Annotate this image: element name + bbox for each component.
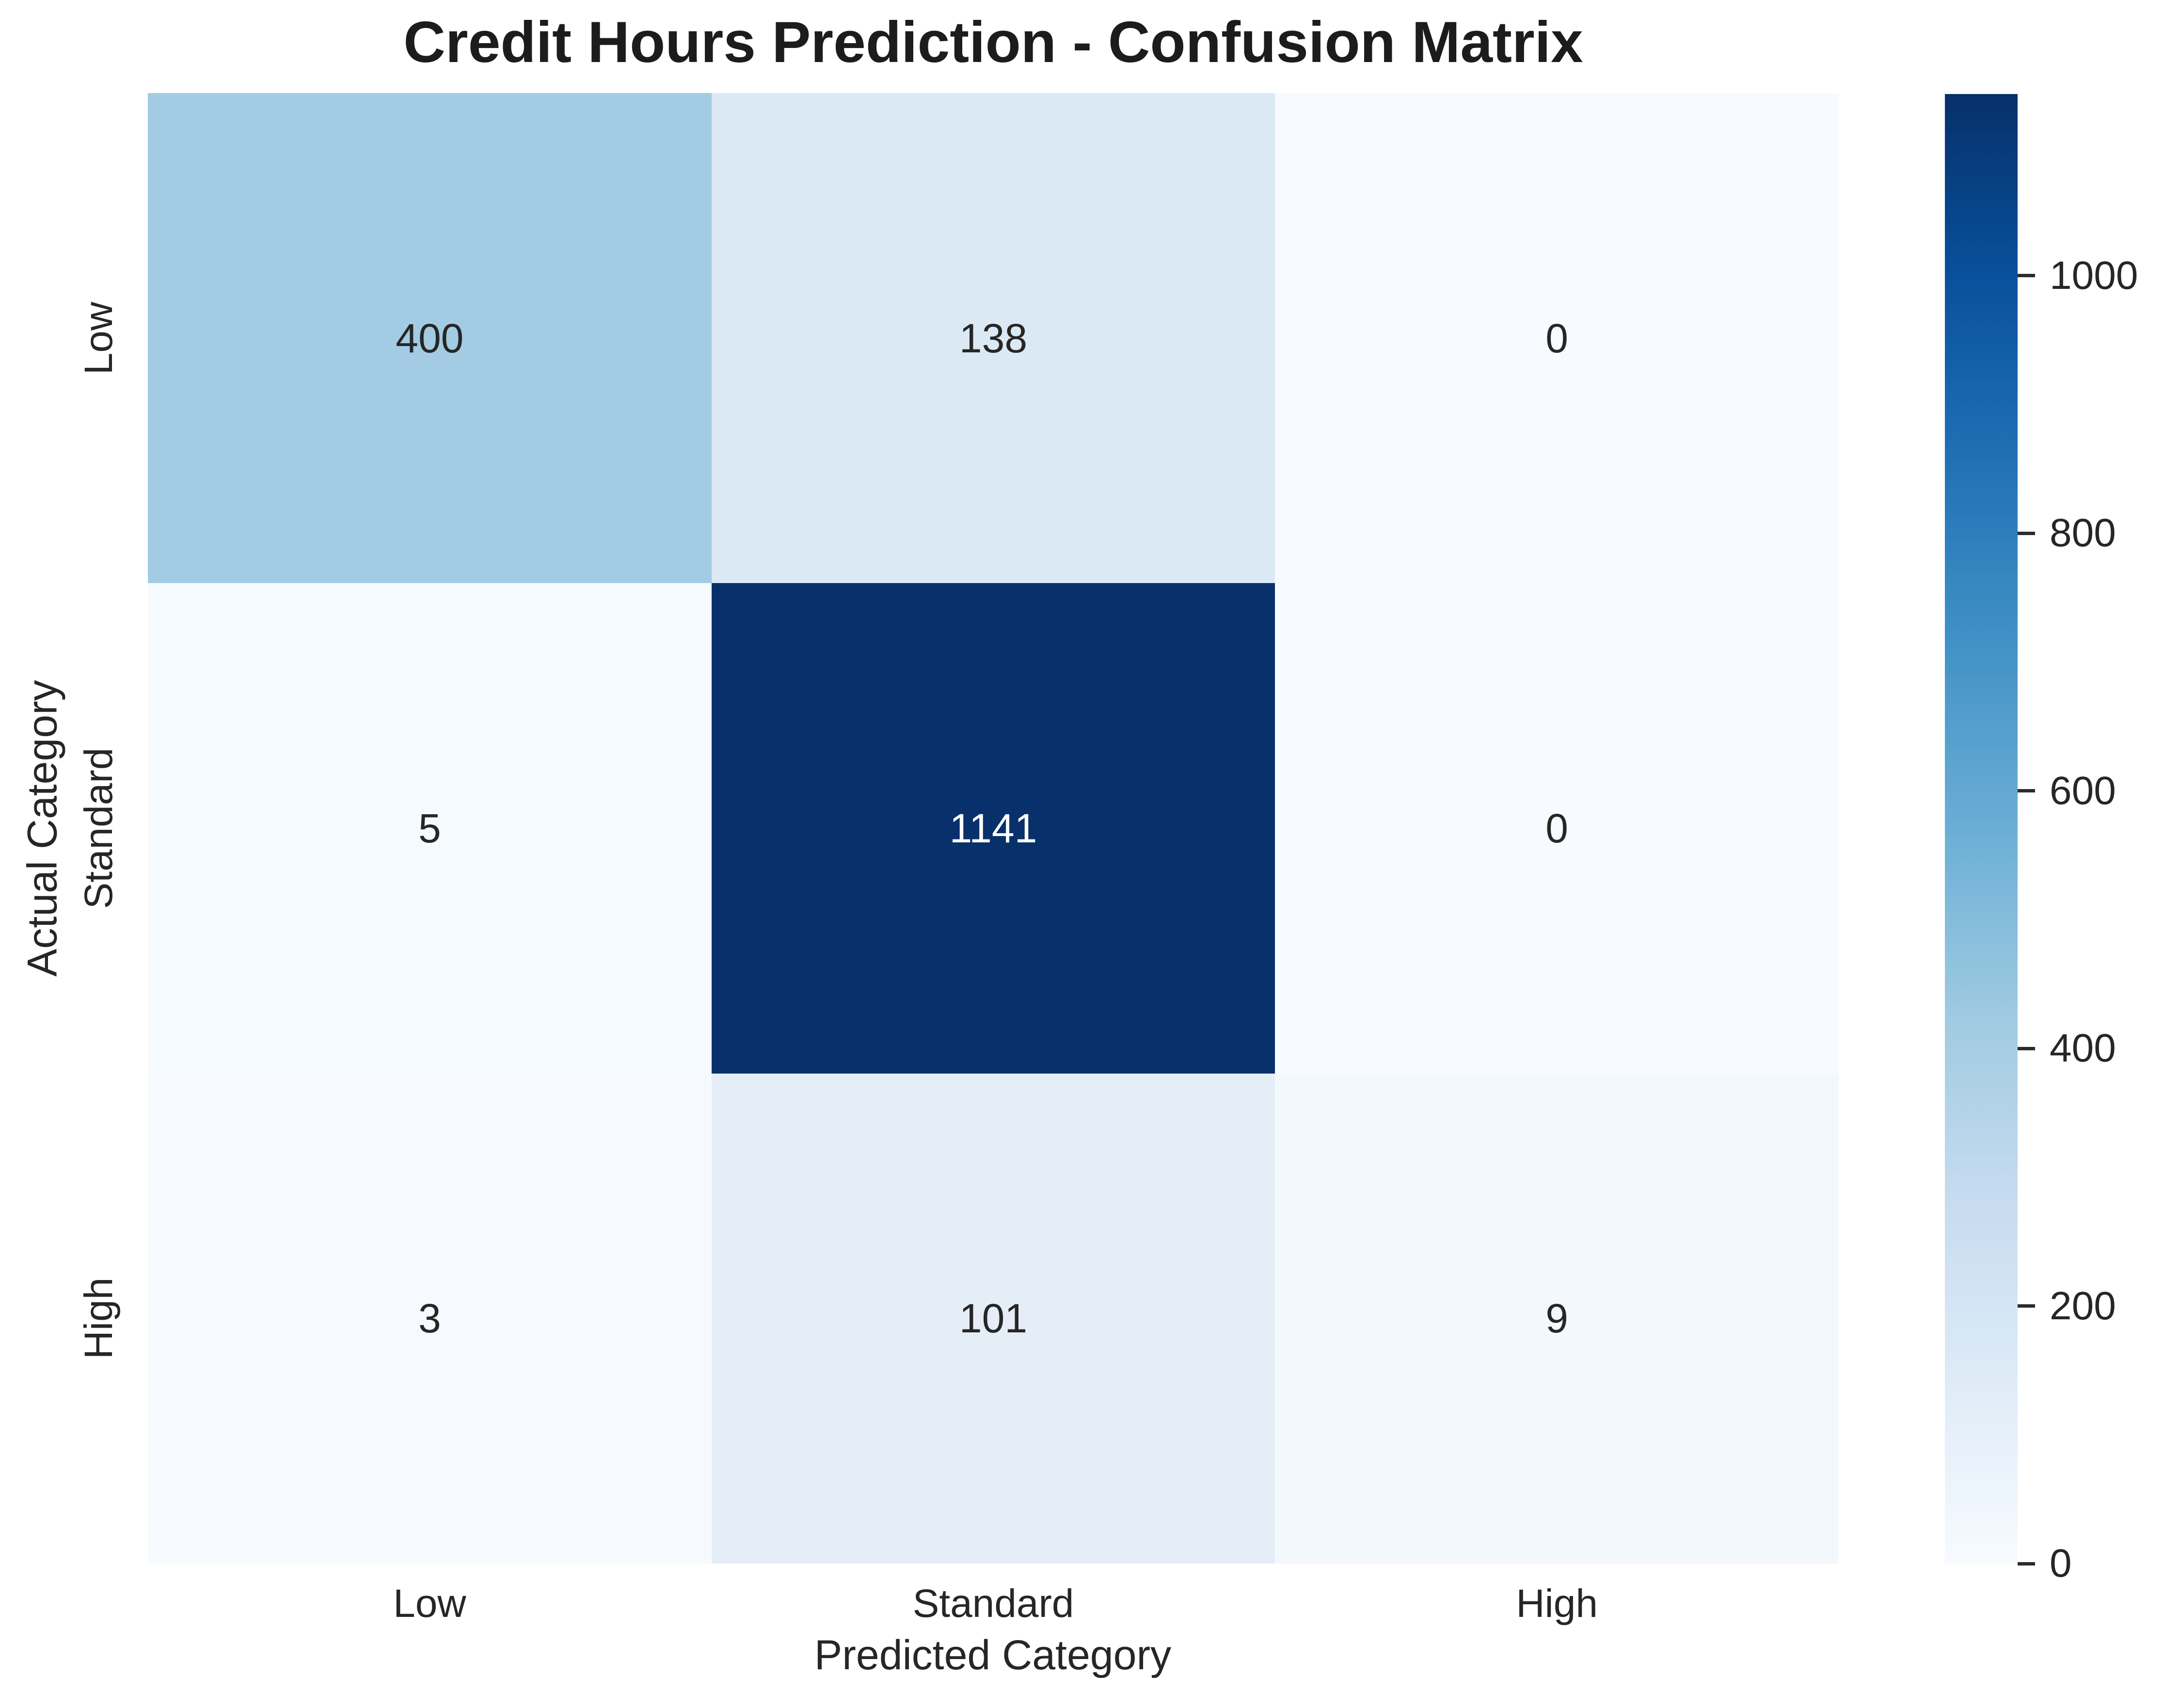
heatmap-cell-standard-standard: 1141 bbox=[711, 583, 1275, 1074]
x-tick-label-high: High bbox=[1516, 1581, 1598, 1626]
colorbar bbox=[1945, 94, 2018, 1564]
heatmap-cell-low-high: 0 bbox=[1275, 93, 1839, 584]
colorbar-tick-mark-0 bbox=[2018, 1562, 2035, 1566]
colorbar-tick-label-400: 400 bbox=[2050, 1026, 2116, 1071]
heatmap-cell-high-low: 3 bbox=[148, 1073, 712, 1564]
colorbar-tick-label-600: 600 bbox=[2050, 768, 2116, 813]
colorbar-tick-mark-400 bbox=[2018, 1046, 2035, 1050]
colorbar-tick-label-1000: 1000 bbox=[2050, 253, 2138, 298]
heatmap-cell-low-standard: 138 bbox=[711, 93, 1275, 584]
y-tick-label-high: High bbox=[77, 1278, 121, 1360]
colorbar-tick-mark-600 bbox=[2018, 789, 2035, 793]
heatmap-cell-low-low: 400 bbox=[148, 93, 712, 584]
heatmap-cell-high-high: 9 bbox=[1275, 1073, 1839, 1564]
y-tick-label-low: Low bbox=[77, 301, 121, 375]
y-tick-label-standard: Standard bbox=[77, 747, 121, 909]
colorbar-tick-label-0: 0 bbox=[2050, 1541, 2072, 1585]
heatmap-grid: 400 138 0 5 1141 0 3 101 9 bbox=[148, 93, 1839, 1564]
heatmap-cell-standard-low: 5 bbox=[148, 583, 712, 1074]
x-axis-label: Predicted Category bbox=[814, 1632, 1172, 1678]
colorbar-tick-label-800: 800 bbox=[2050, 511, 2116, 555]
x-tick-label-low: Low bbox=[393, 1581, 466, 1626]
colorbar-tick-label-200: 200 bbox=[2050, 1283, 2116, 1328]
colorbar-tick-mark-200 bbox=[2018, 1304, 2035, 1308]
x-tick-label-standard: Standard bbox=[912, 1581, 1074, 1626]
heatmap-cell-standard-high: 0 bbox=[1275, 583, 1839, 1074]
y-axis-label: Actual Category bbox=[19, 680, 66, 977]
heatmap-cell-high-standard: 101 bbox=[711, 1073, 1275, 1564]
colorbar-tick-mark-800 bbox=[2018, 531, 2035, 535]
colorbar-tick-mark-1000 bbox=[2018, 274, 2035, 278]
chart-title: Credit Hours Prediction - Confusion Matr… bbox=[403, 10, 1583, 75]
